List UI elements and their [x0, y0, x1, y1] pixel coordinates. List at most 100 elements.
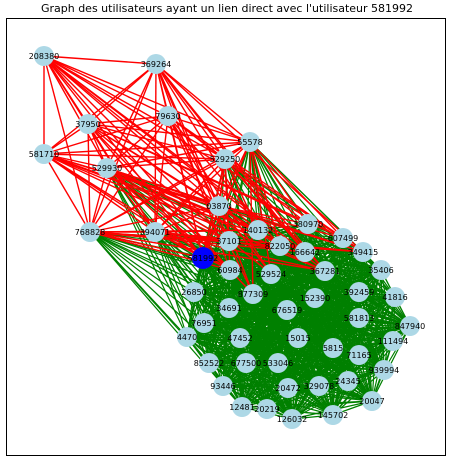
graph-node: 4470	[177, 327, 197, 347]
graph-node-circle	[145, 222, 165, 242]
green-edge	[193, 291, 243, 408]
graph-node: 71165	[346, 345, 372, 365]
graph-node-circle	[295, 242, 315, 262]
graph-node-circle	[371, 260, 391, 280]
green-edge	[266, 408, 334, 416]
graph-node: 166642	[290, 242, 321, 262]
graph-node-label: 677500	[231, 359, 262, 368]
red-edge	[218, 141, 251, 207]
graph-node-label: 607499	[328, 234, 359, 243]
red-edge	[154, 231, 364, 253]
graph-node: 529524	[256, 264, 287, 284]
graph-node-label: 367281	[310, 267, 341, 276]
graph-node-circle	[353, 242, 373, 262]
graph-node-label: 71165	[346, 351, 371, 360]
red-edge	[154, 231, 326, 272]
graph-node-circle	[349, 282, 369, 302]
graph-node-circle	[158, 106, 178, 126]
green-edge	[291, 369, 385, 420]
graph-node-label: 166642	[290, 248, 321, 257]
graph-node-label: 126032	[277, 415, 308, 424]
graph-node: 380970	[293, 214, 323, 234]
red-edge	[43, 55, 326, 272]
graph-node-label: 5815	[323, 344, 343, 353]
green-edge	[277, 354, 360, 364]
red-edge	[218, 205, 344, 239]
graph-node-circle	[34, 46, 54, 66]
graph-node: 41816	[382, 287, 408, 307]
graph-node-label: 852522	[194, 359, 225, 368]
graph-node: 35406	[368, 260, 394, 280]
red-edge	[43, 153, 91, 233]
graph-node: 392459	[344, 282, 374, 302]
graph-node-label: 4470	[177, 333, 197, 342]
red-edge	[167, 115, 204, 259]
graph-node: 5815	[323, 338, 343, 358]
green-edge	[154, 231, 411, 327]
red-edge	[43, 55, 220, 207]
red-edge	[89, 231, 204, 259]
graph-node-circle	[194, 313, 214, 333]
graph-node-label: 26850	[181, 288, 206, 297]
red-edge	[43, 153, 364, 253]
green-edge	[249, 141, 306, 253]
graph-node: 34691	[216, 298, 242, 318]
red-edge	[43, 55, 157, 65]
graph-node-label: 145702	[318, 411, 349, 420]
graph-node-circle	[270, 236, 290, 256]
graph-node: 140132	[243, 220, 273, 240]
graph-node-circle	[80, 222, 100, 242]
graph-node-label: 20047	[359, 397, 384, 406]
graph-node-circle	[323, 405, 343, 425]
red-edge	[155, 63, 251, 143]
green-edge	[222, 369, 385, 387]
green-edge	[154, 231, 360, 319]
graph-node-circle	[78, 114, 98, 134]
green-edge	[297, 325, 411, 339]
graph-node-circle	[305, 288, 325, 308]
graph-node-label: 939994	[369, 366, 400, 375]
red-edge	[224, 158, 231, 271]
red-edge	[43, 153, 108, 169]
graph-node-circle	[248, 220, 268, 240]
red-edge	[106, 63, 157, 169]
red-edge	[106, 115, 169, 169]
green-edge	[266, 400, 373, 410]
graph-node: 533046	[263, 353, 293, 373]
nodes: 208380 369264 37950 79630 55578 581710 529930 5…	[29, 46, 425, 429]
graph-node-label: 34691	[216, 304, 241, 313]
graph-node-label: 529930	[92, 164, 123, 173]
red-edge	[249, 141, 344, 239]
graph-node-label: 37950	[75, 120, 100, 129]
graph-node-circle	[213, 376, 233, 396]
graph-node-circle	[309, 376, 329, 396]
green-edge	[208, 337, 299, 364]
red-edge	[155, 63, 364, 253]
center-node-label: 581992	[188, 254, 219, 263]
graph-node-circle	[338, 371, 358, 391]
graph-node-circle	[278, 378, 298, 398]
graph-node: 111494	[378, 331, 408, 351]
graph-node: 349415	[348, 242, 378, 262]
graph-node-label: 24345	[335, 377, 360, 386]
graph-node-label: 93446	[210, 382, 235, 391]
graph-node: 20219	[254, 399, 280, 419]
red-edge	[218, 205, 254, 295]
red-edge	[43, 55, 204, 259]
graph-node-circle	[315, 261, 335, 281]
graph-node-circle	[288, 328, 308, 348]
graph-node-label: 529524	[256, 270, 287, 279]
red-edge	[249, 141, 309, 225]
green-edge	[208, 362, 334, 416]
red-edge	[43, 55, 108, 169]
graph-node: 768828	[75, 222, 105, 242]
red-edge	[249, 141, 281, 247]
red-edge	[43, 55, 230, 242]
red-edge	[43, 55, 91, 233]
graph-node-circle	[240, 132, 260, 152]
red-edge	[155, 63, 226, 160]
graph-node: 37950	[75, 114, 101, 134]
graph-node-circle	[243, 284, 263, 304]
graph-node-circle	[236, 353, 256, 373]
graph-node-label: 676519	[272, 306, 303, 315]
